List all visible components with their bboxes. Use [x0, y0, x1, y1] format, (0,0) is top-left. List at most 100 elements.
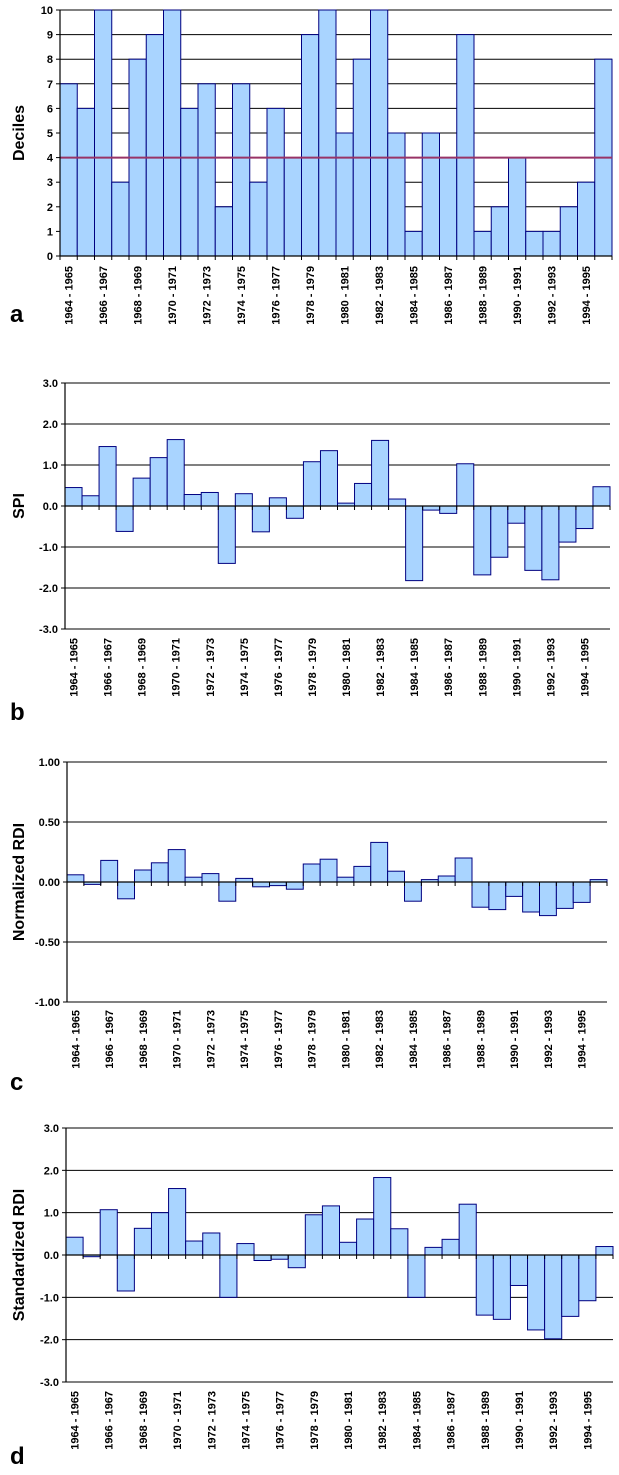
x-tick-label: 1974 - 1975: [239, 1010, 251, 1069]
bar-d-11: [253, 1254, 272, 1262]
bar-d-30: [578, 1254, 597, 1302]
x-tick-label: 1988 - 1989: [477, 638, 489, 697]
bar-d-4: [133, 1227, 152, 1256]
bar-b-26: [507, 505, 526, 524]
bar-a-27: [525, 230, 544, 257]
bar-c-24: [471, 881, 490, 908]
bar-d-2: [99, 1209, 118, 1256]
x-tick-label: 1990 - 1991: [509, 1010, 521, 1069]
y-tick-label: 1.0: [43, 460, 58, 472]
bar-d-8: [202, 1232, 221, 1256]
chart-panel-d: -3.0 -2.0 -1.0 0.0 1.0 2.0 3.0 1964 - 1965 1966 …: [10, 1123, 614, 1470]
bar-a-3: [111, 181, 130, 257]
y-tick-label: 0.50: [39, 817, 60, 829]
bar-c-13: [285, 881, 304, 890]
bar-d-0: [65, 1236, 84, 1256]
x-tick-label: 1994 - 1995: [577, 1010, 589, 1069]
x-tick-label: 1978 - 1979: [309, 1391, 321, 1450]
y-tick-label: -1.00: [35, 997, 60, 1009]
y-tick-label: -0.50: [35, 937, 60, 949]
bar-b-29: [558, 505, 577, 543]
y-tick-label: 2.0: [44, 1165, 59, 1177]
bar-b-13: [285, 505, 304, 519]
bar-d-25: [492, 1254, 511, 1320]
bar-c-18: [370, 841, 389, 883]
x-tick-label: 1964 - 1965: [70, 1010, 82, 1069]
bar-b-5: [149, 457, 168, 507]
bar-a-25: [490, 206, 509, 257]
y-axis-label: Normalized RDI: [11, 823, 28, 941]
bar-d-3: [116, 1254, 135, 1292]
x-tick-label: 1984 - 1985: [408, 1010, 420, 1069]
bar-b-21: [422, 505, 441, 511]
bar-c-2: [100, 859, 119, 883]
x-tick-label: 1978 - 1979: [307, 638, 319, 697]
bar-b-2: [98, 446, 117, 507]
x-tick-label: 1982 - 1983: [374, 1010, 386, 1069]
bar-c-5: [150, 862, 169, 883]
bar-b-15: [319, 450, 338, 507]
panel-label: b: [10, 699, 25, 726]
x-tick-label: 1980 - 1981: [340, 1010, 352, 1069]
bar-c-26: [505, 881, 524, 897]
y-axis-label: Deciles: [11, 105, 28, 161]
bar-b-7: [183, 494, 202, 507]
bar-a-20: [404, 230, 423, 257]
bar-a-30: [577, 181, 596, 257]
x-tick-label: 1968 - 1969: [138, 1010, 150, 1069]
y-tick-label: 3.0: [44, 1123, 59, 1135]
bar-a-10: [232, 83, 251, 257]
x-tick-label: 1976 - 1977: [273, 1010, 285, 1069]
bar-d-15: [321, 1205, 340, 1256]
bar-d-27: [527, 1254, 546, 1331]
bar-b-14: [302, 461, 321, 507]
x-tick-label: 1986 - 1987: [446, 1391, 458, 1450]
x-tick-label: 1968 - 1969: [137, 638, 149, 697]
x-tick-label: 1972 - 1973: [205, 1010, 217, 1069]
bar-c-8: [201, 873, 220, 883]
x-tick-label: 1966 - 1967: [104, 1010, 116, 1069]
x-tick-label: 1978 - 1979: [305, 266, 317, 325]
bar-a-29: [559, 206, 578, 257]
x-tick-label: 1982 - 1983: [375, 638, 387, 697]
bar-a-16: [335, 132, 354, 257]
bar-c-20: [404, 881, 422, 902]
bar-c-14: [302, 863, 321, 883]
y-tick-label: 3.0: [43, 378, 58, 390]
y-tick-label: -1.0: [40, 1292, 59, 1304]
x-tick-label: 1982 - 1983: [374, 266, 386, 325]
bar-d-16: [339, 1241, 358, 1256]
bar-b-12: [268, 497, 287, 507]
bar-c-15: [319, 858, 338, 883]
x-tick-label: 1976 - 1977: [275, 1391, 287, 1450]
bar-d-13: [287, 1254, 306, 1269]
bar-c-16: [336, 876, 355, 883]
bar-c-3: [117, 881, 135, 900]
x-tick-label: 1980 - 1981: [341, 638, 353, 697]
bar-c-17: [353, 865, 372, 883]
x-tick-label: 1984 - 1985: [411, 1391, 423, 1450]
x-tick-label: 1984 - 1985: [409, 638, 421, 697]
bar-d-5: [150, 1212, 170, 1256]
y-tick-label: 9: [47, 30, 53, 42]
bar-b-11: [251, 505, 270, 533]
x-tick-label: 1972 - 1973: [206, 1391, 218, 1450]
bar-b-20: [405, 505, 424, 582]
bar-c-29: [555, 881, 574, 909]
x-tick-label: 1964 - 1965: [70, 1391, 82, 1450]
bar-a-24: [473, 230, 492, 257]
y-tick-label: 2: [47, 202, 53, 214]
y-tick-label: -3.0: [39, 624, 58, 636]
bar-b-24: [473, 505, 492, 576]
bar-c-19: [387, 870, 405, 883]
bar-c-4: [134, 869, 152, 883]
y-tick-label: 7: [47, 79, 53, 91]
x-tick-label: 1980 - 1981: [343, 1391, 355, 1450]
x-tick-label: 1992 - 1993: [543, 1010, 555, 1069]
y-tick-label: 5: [47, 128, 53, 140]
bar-b-4: [132, 477, 151, 507]
y-tick-label: 1.00: [39, 757, 60, 769]
x-tick-label: 1990 - 1991: [511, 638, 523, 697]
x-tick-label: 1990 - 1991: [514, 1391, 526, 1450]
